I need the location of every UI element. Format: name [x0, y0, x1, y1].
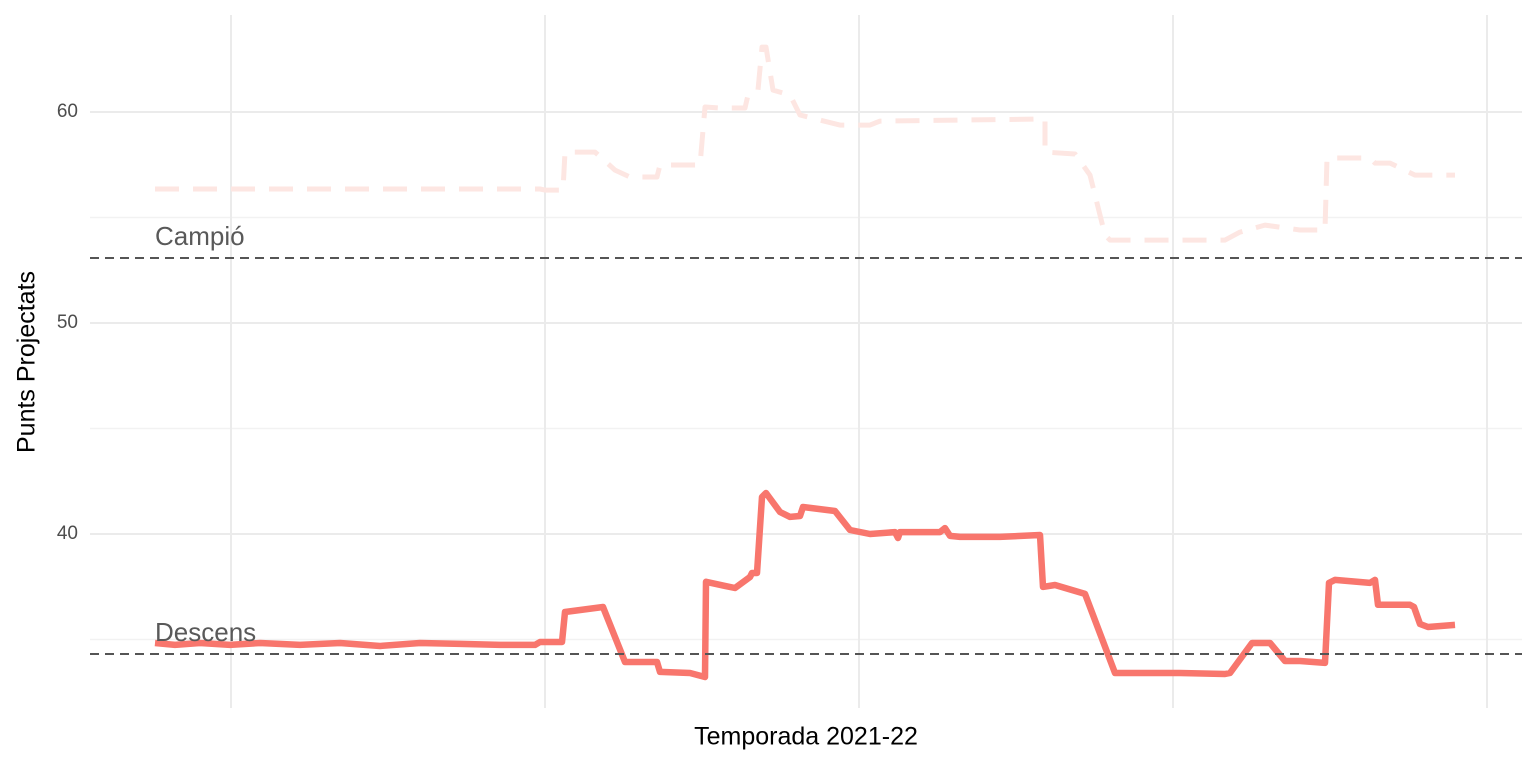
- reference-label: Descens: [155, 617, 256, 647]
- series-line: [154, 489, 1456, 681]
- x-axis-title: Temporada 2021-22: [694, 723, 918, 751]
- y-tick-label: 60: [57, 101, 78, 122]
- series-line: [155, 44, 1455, 243]
- reference-label: Campió: [155, 221, 245, 251]
- y-tick-label: 40: [57, 523, 78, 544]
- y-tick-label: 50: [57, 312, 78, 333]
- y-axis-title: Punts Projectats: [13, 271, 41, 453]
